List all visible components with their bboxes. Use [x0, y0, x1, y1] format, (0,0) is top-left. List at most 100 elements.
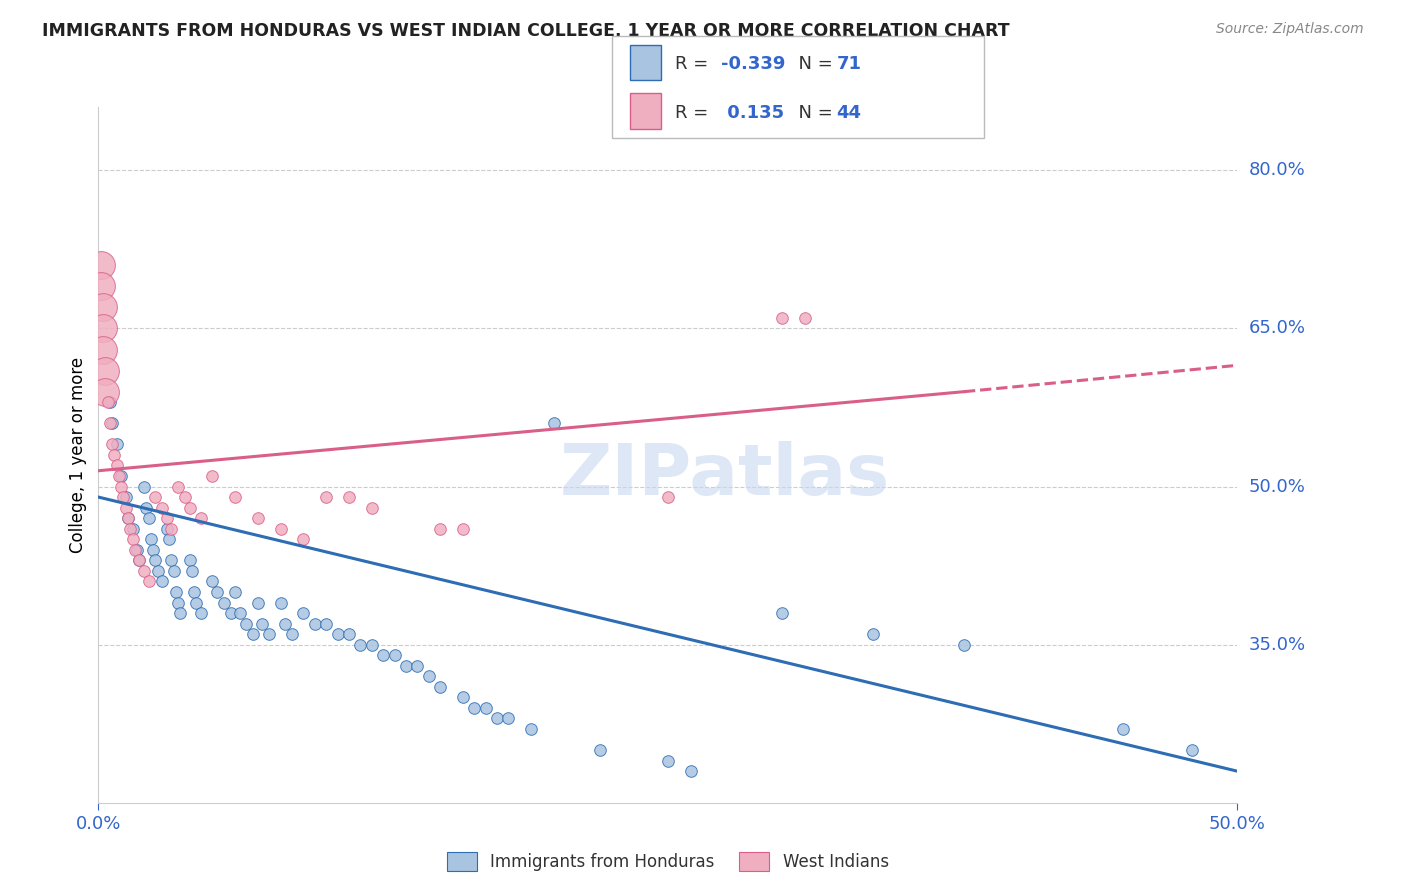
- Text: N =: N =: [787, 103, 839, 121]
- Point: [418, 669, 440, 683]
- Point: [486, 711, 509, 725]
- Point: [337, 490, 360, 504]
- Point: [110, 469, 132, 483]
- Point: [90, 258, 112, 272]
- Point: [128, 553, 150, 567]
- Point: [179, 500, 201, 515]
- Point: [180, 564, 202, 578]
- Point: [121, 522, 143, 536]
- Point: [235, 616, 257, 631]
- Point: [114, 500, 136, 515]
- Point: [127, 542, 149, 557]
- Point: [304, 616, 326, 631]
- Point: [406, 658, 429, 673]
- Point: [162, 564, 184, 578]
- Text: Source: ZipAtlas.com: Source: ZipAtlas.com: [1216, 22, 1364, 37]
- Point: [224, 490, 246, 504]
- Point: [94, 384, 117, 399]
- Point: [169, 606, 191, 620]
- Point: [101, 417, 124, 431]
- Point: [1181, 743, 1204, 757]
- Point: [657, 490, 679, 504]
- Point: [150, 574, 173, 589]
- Point: [112, 490, 135, 504]
- Text: IMMIGRANTS FROM HONDURAS VS WEST INDIAN COLLEGE, 1 YEAR OR MORE CORRELATION CHAR: IMMIGRANTS FROM HONDURAS VS WEST INDIAN …: [42, 22, 1010, 40]
- Point: [451, 690, 474, 705]
- Point: [105, 458, 128, 473]
- Point: [139, 533, 162, 547]
- Text: 50.0%: 50.0%: [1249, 477, 1305, 496]
- Point: [145, 553, 167, 567]
- Point: [862, 627, 884, 641]
- Point: [337, 627, 360, 641]
- Point: [360, 638, 382, 652]
- Point: [679, 764, 702, 779]
- Point: [110, 479, 132, 493]
- Text: 80.0%: 80.0%: [1249, 161, 1305, 179]
- Point: [270, 595, 292, 609]
- Point: [117, 511, 139, 525]
- Point: [156, 511, 179, 525]
- Point: [117, 511, 139, 525]
- Point: [201, 469, 224, 483]
- Point: [349, 638, 371, 652]
- Point: [190, 606, 212, 620]
- Point: [292, 533, 315, 547]
- Point: [120, 522, 142, 536]
- Point: [242, 627, 264, 641]
- Text: 44: 44: [837, 103, 862, 121]
- Point: [463, 701, 485, 715]
- Point: [252, 616, 274, 631]
- Point: [588, 743, 610, 757]
- Point: [520, 722, 543, 736]
- Point: [326, 627, 349, 641]
- Point: [165, 585, 187, 599]
- Point: [292, 606, 315, 620]
- Text: R =: R =: [675, 55, 714, 73]
- Point: [174, 490, 197, 504]
- Point: [150, 500, 173, 515]
- Point: [451, 522, 474, 536]
- Point: [186, 595, 208, 609]
- Point: [384, 648, 406, 663]
- Point: [167, 595, 190, 609]
- Point: [315, 490, 337, 504]
- Point: [228, 606, 250, 620]
- Point: [274, 616, 297, 631]
- Point: [132, 564, 155, 578]
- Point: [124, 542, 146, 557]
- Text: R =: R =: [675, 103, 714, 121]
- Point: [91, 343, 114, 357]
- Point: [201, 574, 224, 589]
- Point: [371, 648, 394, 663]
- Point: [105, 437, 128, 451]
- Point: [281, 627, 304, 641]
- Point: [91, 301, 114, 315]
- Point: [98, 395, 121, 409]
- Point: [142, 542, 165, 557]
- Point: [246, 511, 269, 525]
- Point: [429, 680, 451, 694]
- Legend: Immigrants from Honduras, West Indians: Immigrants from Honduras, West Indians: [440, 846, 896, 878]
- Point: [657, 754, 679, 768]
- Point: [315, 616, 337, 631]
- Point: [145, 490, 167, 504]
- Point: [157, 533, 180, 547]
- Text: 0.135: 0.135: [721, 103, 785, 121]
- Point: [114, 490, 136, 504]
- Point: [1112, 722, 1135, 736]
- Point: [103, 448, 125, 462]
- Text: 71: 71: [837, 55, 862, 73]
- Point: [135, 500, 157, 515]
- Point: [179, 553, 201, 567]
- Text: 65.0%: 65.0%: [1249, 319, 1305, 337]
- Point: [793, 310, 815, 325]
- Point: [94, 363, 117, 377]
- Point: [395, 658, 418, 673]
- Point: [156, 522, 179, 536]
- Point: [498, 711, 520, 725]
- Point: [770, 606, 793, 620]
- Point: [96, 395, 118, 409]
- Point: [90, 279, 112, 293]
- Point: [160, 553, 183, 567]
